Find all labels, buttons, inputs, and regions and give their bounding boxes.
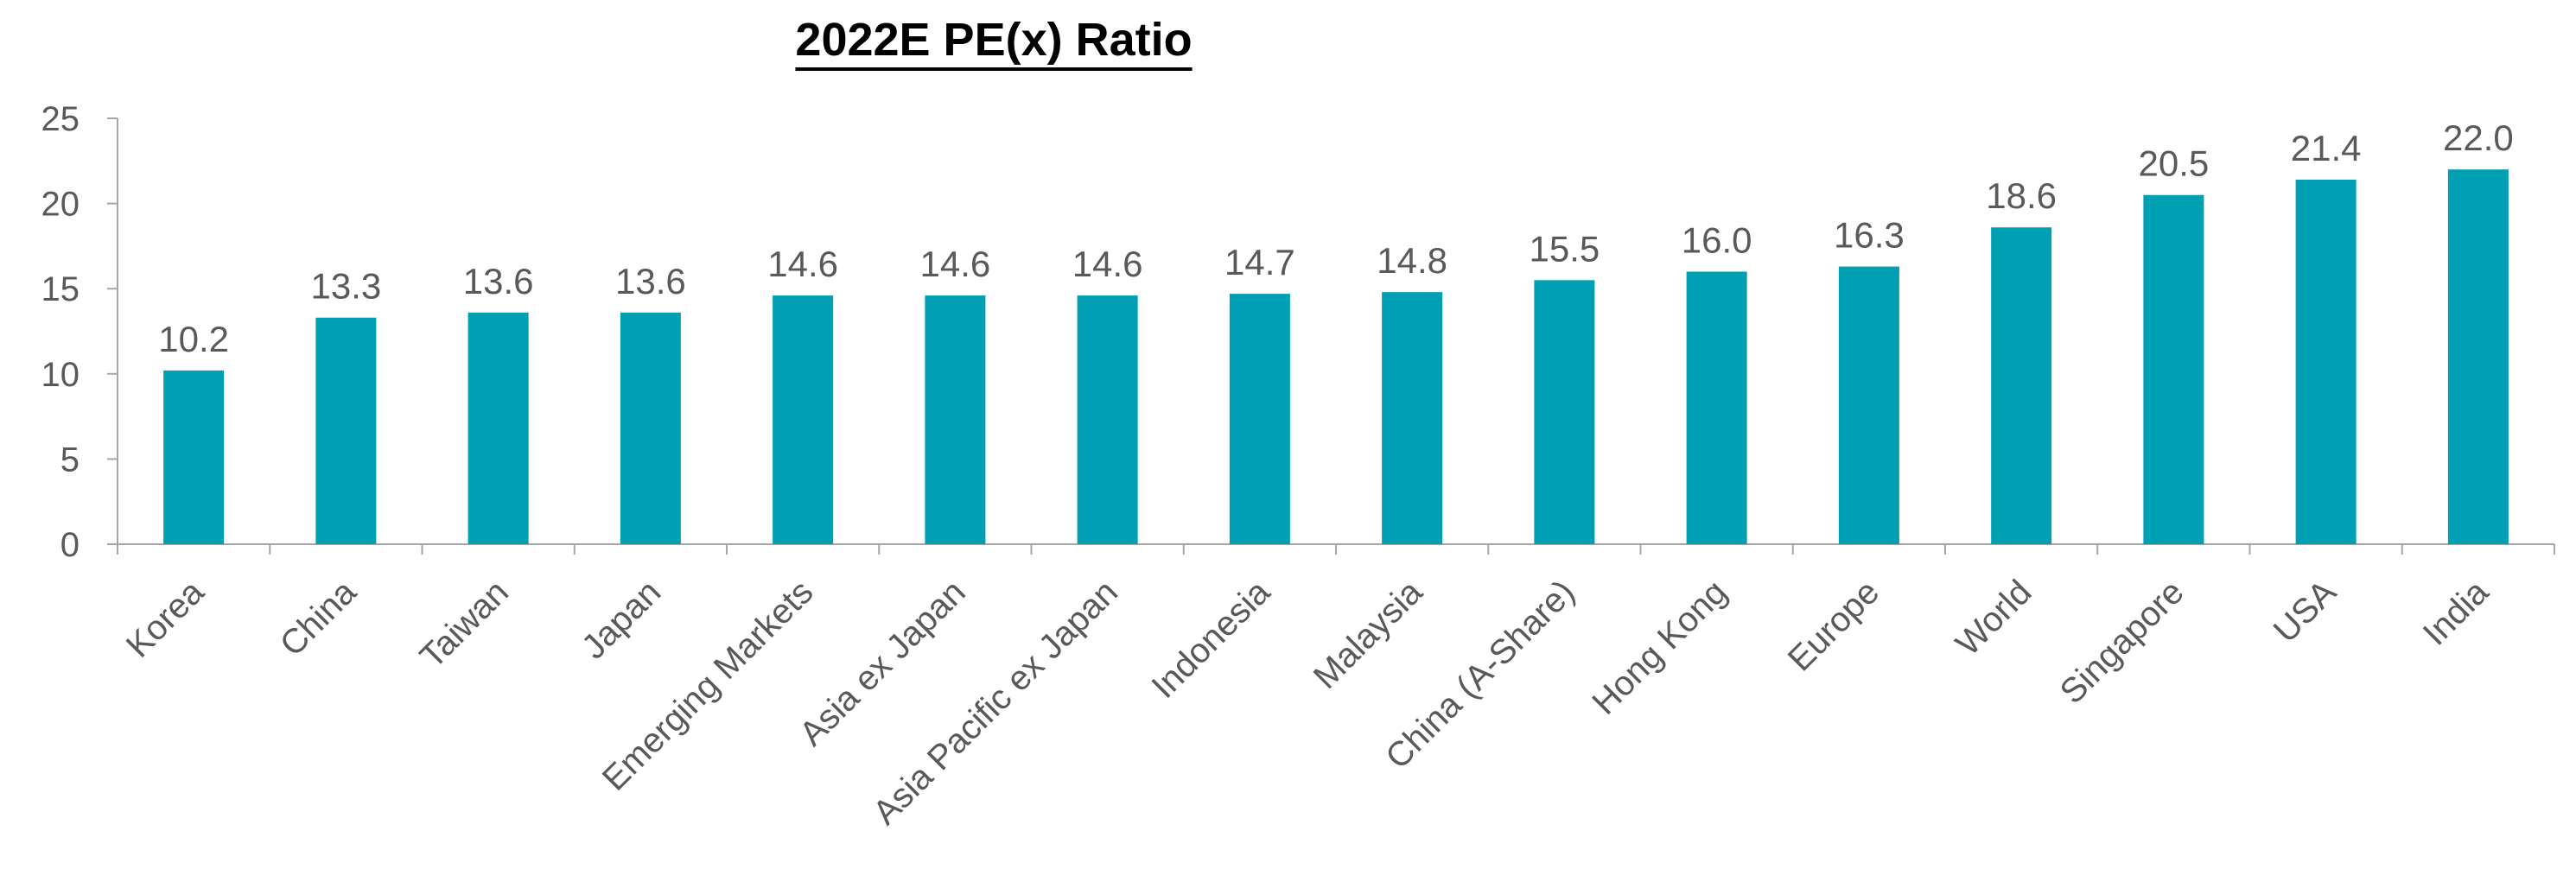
category-label: Korea [119, 573, 212, 665]
category-label: Hong Kong [1585, 573, 1734, 722]
y-tick-label: 0 [60, 526, 80, 564]
bar [1077, 295, 1138, 544]
data-label: 18.6 [1986, 175, 2057, 216]
category-label: Singapore [2053, 573, 2191, 711]
data-label: 14.6 [1072, 244, 1143, 284]
data-label: 21.4 [2291, 128, 2362, 168]
category-label: Taiwan [413, 573, 516, 676]
bar [1534, 280, 1595, 544]
y-tick-label: 20 [41, 186, 80, 224]
data-label: 15.5 [1530, 228, 1600, 269]
category-label: India [2416, 573, 2496, 653]
chart-title: 2022E PE(x) Ratio [795, 14, 1192, 66]
bar [1686, 271, 1747, 544]
data-label: 16.3 [1834, 215, 1905, 256]
bar [1229, 294, 1290, 544]
data-label: 14.6 [767, 244, 838, 284]
data-label: 14.8 [1377, 240, 1447, 281]
data-label: 20.5 [2139, 143, 2210, 184]
data-label: 16.0 [1682, 219, 1752, 260]
category-label: Europe [1781, 573, 1886, 678]
data-label: 10.2 [158, 319, 229, 359]
bar [467, 312, 529, 544]
category-label: USA [2267, 573, 2344, 650]
data-label: 22.0 [2443, 117, 2514, 158]
data-label: 13.6 [615, 261, 686, 301]
bar [620, 312, 681, 544]
data-label: 14.7 [1224, 242, 1295, 282]
category-label: Indonesia [1144, 573, 1277, 706]
y-tick-label: 15 [41, 270, 80, 308]
data-label: 13.6 [463, 261, 534, 301]
category-label: Malaysia [1307, 573, 1430, 696]
category-label: World [1949, 573, 2039, 663]
data-label: 13.3 [311, 266, 382, 307]
y-tick-label: 25 [41, 100, 80, 138]
bar [2295, 179, 2357, 544]
y-tick-label: 10 [41, 356, 80, 394]
bar-series [163, 169, 2509, 545]
data-label: 14.6 [920, 244, 991, 284]
bar [1838, 266, 1899, 544]
bar [163, 370, 225, 544]
category-label: Asia Pacific ex Japan [866, 573, 1125, 832]
x-axis [117, 543, 2555, 555]
category-label: Japan [575, 573, 668, 666]
data-labels: 10.2 13.3 13.6 13.6 14.6 14.6 14.6 14.7 14.8 15.5… [158, 117, 2514, 359]
bar [773, 295, 834, 544]
bar [925, 295, 986, 544]
bar [1382, 292, 1443, 544]
chart-title-group: 2022E PE(x) Ratio [795, 14, 1193, 71]
bar [2447, 169, 2509, 544]
y-axis: 0 5 10 15 20 25 [41, 100, 118, 564]
y-tick-label: 5 [60, 441, 80, 479]
bar [1991, 227, 2052, 544]
bar [2143, 194, 2204, 545]
category-label: China [273, 573, 365, 664]
bar [315, 317, 377, 544]
